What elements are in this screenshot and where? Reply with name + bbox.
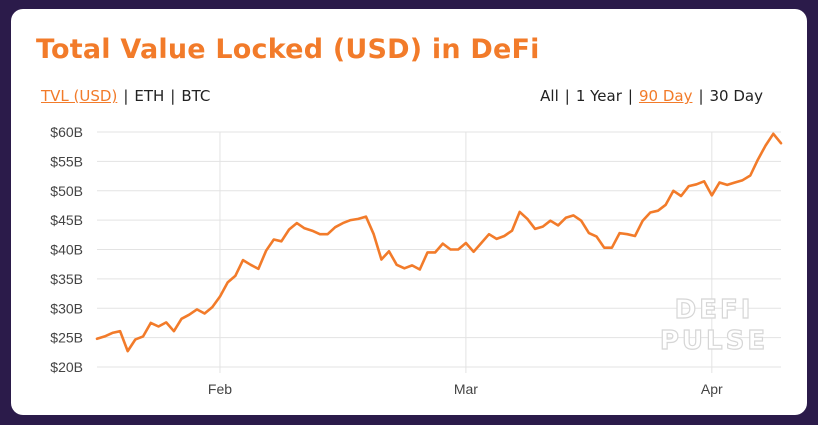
separator: | xyxy=(627,87,633,105)
tvl-series-line xyxy=(95,132,783,353)
x-tick-label: Feb xyxy=(208,381,232,397)
chart-card: Total Value Locked (USD) in DeFi TVL (US… xyxy=(11,9,807,415)
y-tick-label: $20B xyxy=(50,359,83,375)
series-layer xyxy=(95,132,783,353)
separator: | xyxy=(170,87,176,105)
range-all[interactable]: All xyxy=(540,87,559,105)
unit-toggle-group: TVL (USD) | ETH | BTC xyxy=(41,87,210,105)
separator: | xyxy=(698,87,704,105)
chart-grid xyxy=(97,131,781,373)
toggle-eth[interactable]: ETH xyxy=(134,87,165,105)
x-axis: Feb Mar Apr xyxy=(208,381,723,397)
y-tick-label: $55B xyxy=(50,153,83,169)
defi-pulse-watermark: DEFI PULSE xyxy=(659,294,768,356)
watermark-line-1: DEFI xyxy=(675,295,754,325)
toggle-btc[interactable]: BTC xyxy=(181,87,211,105)
y-axis: $20B $25B $30B $35B $40B $45B $50B $55B $60B xyxy=(50,124,83,375)
tvl-line-chart: $20B $25B $30B $35B $40B $45B $50B $55B $60B Feb… xyxy=(50,124,783,397)
separator: | xyxy=(564,87,570,105)
y-tick-label: $40B xyxy=(50,242,83,258)
y-tick-label: $25B xyxy=(50,330,83,346)
range-90-day[interactable]: 90 Day xyxy=(638,87,693,105)
toggle-tvl-usd[interactable]: TVL (USD) xyxy=(41,87,118,105)
y-tick-label: $30B xyxy=(50,300,83,316)
y-tick-label: $60B xyxy=(50,124,83,140)
x-tick-label: Apr xyxy=(701,381,723,397)
range-toggle-group: All | 1 Year | 90 Day | 30 Day xyxy=(540,87,763,105)
watermark-line-2: PULSE xyxy=(660,326,768,356)
range-30-day[interactable]: 30 Day xyxy=(709,87,763,105)
x-tick-label: Mar xyxy=(454,381,478,397)
y-tick-label: $50B xyxy=(50,183,83,199)
y-tick-label: $45B xyxy=(50,212,83,228)
range-1-year[interactable]: 1 Year xyxy=(575,87,622,105)
y-tick-label: $35B xyxy=(50,271,83,287)
page-title: Total Value Locked (USD) in DeFi xyxy=(36,34,540,65)
separator: | xyxy=(123,87,129,105)
